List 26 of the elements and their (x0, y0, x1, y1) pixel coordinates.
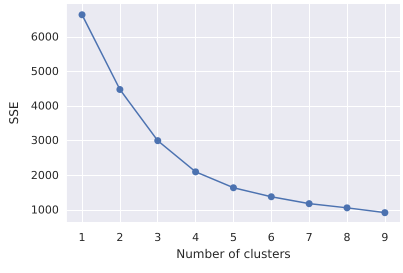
y-tick-label: 1000 (30, 203, 59, 216)
x-axis-title: Number of clusters (176, 246, 291, 261)
point (192, 168, 200, 176)
point (268, 193, 275, 200)
x-tick-label: 3 (154, 231, 162, 244)
x-tick-label: 2 (116, 231, 124, 244)
x-tick-label: 5 (230, 231, 237, 244)
x-tick-label: 7 (306, 231, 313, 244)
y-tick-label: 2000 (30, 168, 59, 182)
point (381, 209, 388, 216)
y-tick-label: 3000 (30, 134, 59, 148)
point (116, 86, 124, 93)
x-tick-label: 6 (268, 231, 275, 244)
x-tick-label: 4 (192, 231, 200, 244)
point (154, 137, 162, 144)
point (78, 11, 86, 18)
y-tick-label: 6000 (30, 30, 59, 44)
point (344, 204, 351, 212)
point (306, 200, 313, 208)
y-tick-label: 4000 (30, 100, 59, 113)
y-tick-label: 5000 (30, 64, 59, 78)
x-tick-label: 1 (78, 231, 86, 244)
y-axis-title: SSE (7, 102, 21, 124)
point (230, 184, 237, 192)
x-tick-label: 8 (344, 231, 351, 244)
x-tick-label: 9 (381, 231, 388, 244)
